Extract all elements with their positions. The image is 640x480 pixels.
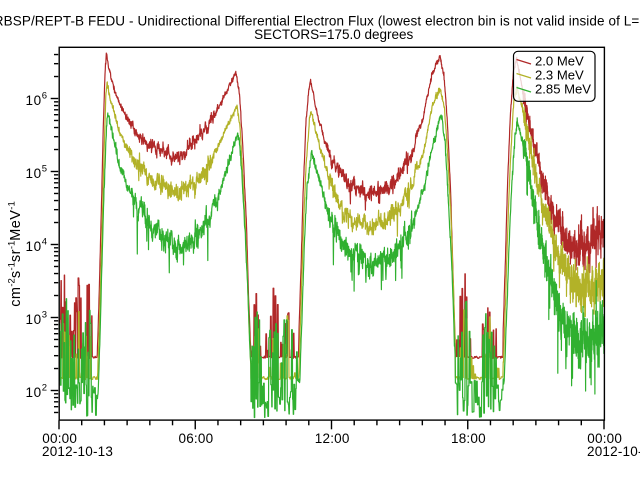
svg-text:18:00: 18:00 [451,431,486,446]
svg-text:2012-10-13: 2012-10-13 [42,444,113,459]
svg-text:106: 106 [25,90,47,108]
svg-text:103: 103 [25,309,47,327]
svg-text:12:00: 12:00 [315,431,350,446]
svg-text:2.3 MeV: 2.3 MeV [535,68,584,83]
svg-text:104: 104 [25,236,47,254]
svg-text:06:00: 06:00 [179,431,214,446]
svg-text:00:00: 00:00 [42,431,77,446]
svg-text:SECTORS=175.0 degrees: SECTORS=175.0 degrees [254,27,413,42]
svg-text:cm-2s-1sr-1MeV-1: cm-2s-1sr-1MeV-1 [7,201,25,307]
svg-text:2012-10-14: 2012-10-14 [587,444,640,459]
svg-text:2.0 MeV: 2.0 MeV [535,54,584,69]
svg-text:105: 105 [25,163,47,181]
svg-text:102: 102 [25,382,47,400]
svg-text:00:00: 00:00 [587,431,622,446]
svg-text:RBSP/REPT-B FEDU - Unidirecti: RBSP/REPT-B FEDU - Unidirectional Differ… [0,14,640,29]
svg-text:2.85 MeV: 2.85 MeV [535,82,591,97]
